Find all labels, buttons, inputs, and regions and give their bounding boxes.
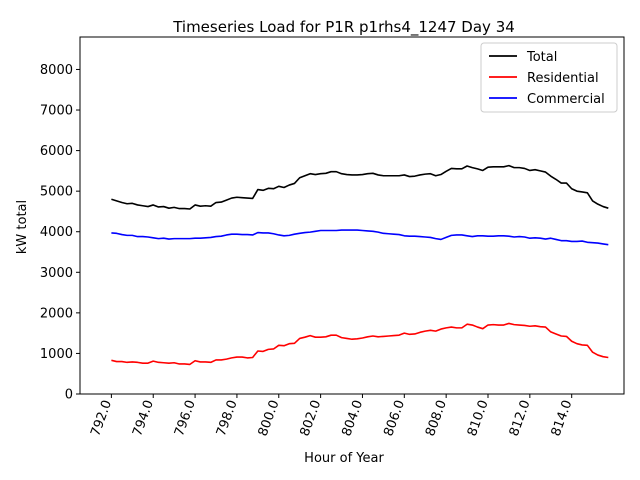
series-line-commercial <box>111 229 609 246</box>
y-tick-label: 8000 <box>40 63 73 78</box>
legend-label-residential: Residential <box>527 71 599 86</box>
y-axis-label: kW total <box>15 200 30 254</box>
legend-box <box>480 42 618 113</box>
series-lines <box>111 164 609 366</box>
legend-label-total: Total <box>526 50 557 65</box>
y-tick-label: 1000 <box>40 347 73 362</box>
plot-frame <box>79 36 625 395</box>
series-line-total <box>111 164 609 210</box>
y-tick-label: 7000 <box>40 104 73 119</box>
legend-label-commercial: Commercial <box>527 92 605 107</box>
y-tick-label: 6000 <box>40 144 73 159</box>
y-tick-label: 0 <box>65 388 73 403</box>
chart-title: Timeseries Load for P1R p1rhs4_1247 Day … <box>172 18 515 37</box>
legend: Total Residential Commercial <box>480 42 618 113</box>
y-tick-label: 2000 <box>40 306 73 321</box>
series-line-residential <box>111 322 609 366</box>
y-tick-label: 4000 <box>40 225 73 240</box>
x-axis-label: Hour of Year <box>304 451 384 466</box>
y-tick-label: 3000 <box>40 266 73 281</box>
y-tick-label: 5000 <box>40 185 73 200</box>
